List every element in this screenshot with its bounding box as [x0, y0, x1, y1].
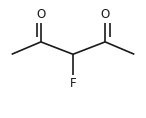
- Text: O: O: [100, 8, 110, 21]
- Text: O: O: [36, 8, 46, 21]
- Text: F: F: [70, 77, 76, 90]
